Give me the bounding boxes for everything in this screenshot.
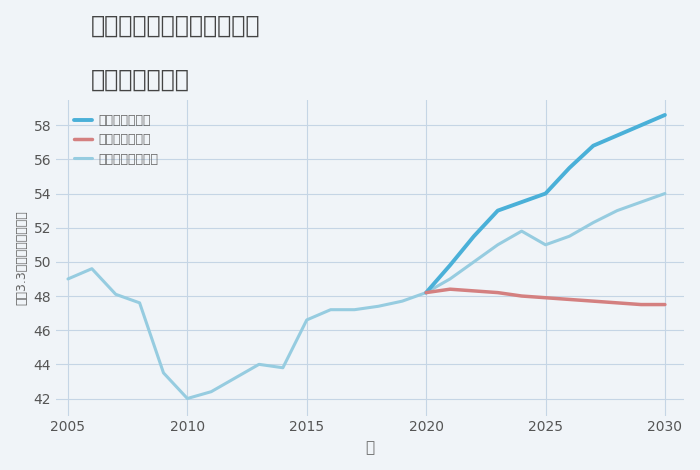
バッドシナリオ: [565, 297, 573, 302]
バッドシナリオ: [541, 295, 550, 300]
ノーマルシナリオ: [374, 304, 383, 309]
グッドシナリオ: [470, 234, 478, 239]
バッドシナリオ: [422, 290, 430, 296]
グッドシナリオ: [565, 165, 573, 171]
グッドシナリオ: [446, 262, 454, 268]
ノーマルシナリオ: [183, 396, 192, 401]
グッドシナリオ: [637, 122, 645, 128]
グッドシナリオ: [541, 191, 550, 196]
Line: グッドシナリオ: グッドシナリオ: [426, 115, 665, 293]
ノーマルシナリオ: [446, 276, 454, 282]
バッドシナリオ: [446, 286, 454, 292]
ノーマルシナリオ: [661, 191, 669, 196]
ノーマルシナリオ: [302, 317, 311, 323]
ノーマルシナリオ: [255, 361, 263, 367]
バッドシナリオ: [661, 302, 669, 307]
バッドシナリオ: [613, 300, 622, 306]
ノーマルシナリオ: [160, 370, 168, 376]
ノーマルシナリオ: [470, 259, 478, 265]
ノーマルシナリオ: [326, 307, 335, 313]
ノーマルシナリオ: [517, 228, 526, 234]
ノーマルシナリオ: [565, 234, 573, 239]
X-axis label: 年: 年: [365, 440, 375, 455]
ノーマルシナリオ: [88, 266, 96, 272]
バッドシナリオ: [470, 288, 478, 294]
ノーマルシナリオ: [398, 298, 407, 304]
ノーマルシナリオ: [589, 220, 598, 226]
バッドシナリオ: [637, 302, 645, 307]
バッドシナリオ: [494, 290, 502, 296]
ノーマルシナリオ: [64, 276, 72, 282]
ノーマルシナリオ: [494, 242, 502, 248]
Text: 土地の価格推移: 土地の価格推移: [91, 68, 190, 92]
グッドシナリオ: [422, 290, 430, 296]
Legend: グッドシナリオ, バッドシナリオ, ノーマルシナリオ: グッドシナリオ, バッドシナリオ, ノーマルシナリオ: [69, 109, 164, 171]
グッドシナリオ: [517, 199, 526, 205]
ノーマルシナリオ: [279, 365, 287, 370]
ノーマルシナリオ: [111, 291, 120, 297]
ノーマルシナリオ: [135, 300, 143, 306]
ノーマルシナリオ: [613, 208, 622, 213]
Y-axis label: 坪（3.3㎡）単価（万円）: 坪（3.3㎡）単価（万円）: [15, 210, 28, 305]
グッドシナリオ: [589, 143, 598, 149]
バッドシナリオ: [517, 293, 526, 299]
Line: ノーマルシナリオ: ノーマルシナリオ: [68, 194, 665, 399]
Line: バッドシナリオ: バッドシナリオ: [426, 289, 665, 305]
Text: 大阪府堺市堺区柳之町西の: 大阪府堺市堺区柳之町西の: [91, 14, 260, 38]
ノーマルシナリオ: [541, 242, 550, 248]
グッドシナリオ: [613, 133, 622, 138]
グッドシナリオ: [494, 208, 502, 213]
ノーマルシナリオ: [637, 199, 645, 205]
バッドシナリオ: [589, 298, 598, 304]
グッドシナリオ: [661, 112, 669, 118]
ノーマルシナリオ: [231, 375, 239, 381]
ノーマルシナリオ: [350, 307, 358, 313]
ノーマルシナリオ: [422, 290, 430, 296]
ノーマルシナリオ: [207, 389, 216, 394]
